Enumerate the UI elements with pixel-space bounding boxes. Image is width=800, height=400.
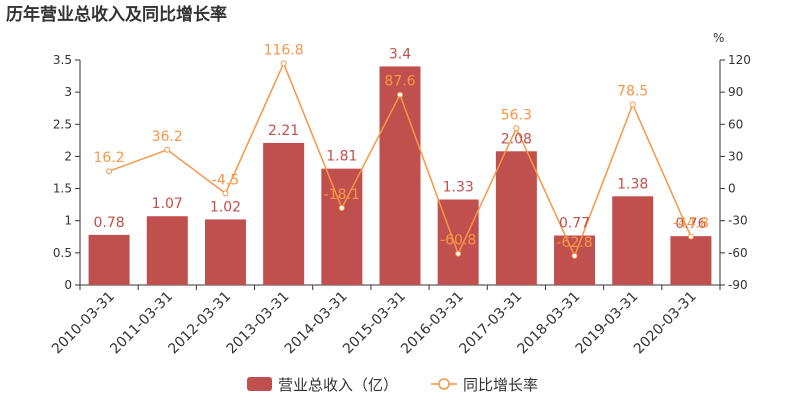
left-tick-label: 1.5 (53, 182, 72, 196)
left-tick-label: 2.5 (53, 117, 72, 131)
left-tick-label: 1 (64, 214, 72, 228)
chart-title: 历年营业总收入及同比增长率 (6, 4, 227, 25)
bar-value-label: 1.02 (210, 199, 241, 215)
bar (379, 66, 421, 285)
left-tick-label: 0 (64, 278, 72, 292)
growth-point (338, 204, 345, 211)
right-axis-unit: % (713, 31, 724, 45)
bar-series (88, 66, 712, 285)
growth-value-label: -44.8 (673, 216, 709, 232)
bar (554, 235, 596, 285)
bar-value-label: 0.78 (94, 215, 125, 231)
growth-value-label: 78.5 (617, 83, 648, 99)
growth-point (629, 101, 636, 108)
growth-value-label: -18.1 (324, 187, 360, 203)
bar (321, 168, 363, 285)
bar-value-label: 1.81 (326, 149, 357, 165)
bar-value-label: 1.33 (443, 180, 474, 196)
growth-point (513, 125, 520, 132)
bar (495, 151, 537, 285)
growth-value-label: -62.8 (556, 235, 592, 251)
bar (204, 219, 246, 285)
data-labels: 0.78 1.07 1.02 2.21 1.81 3.4 1.33 2.08 0.77 1.38 0… (94, 42, 710, 250)
right-tick-label: 0 (728, 182, 736, 196)
right-tick-label: 120 (728, 53, 751, 67)
left-tick-label: 2 (64, 149, 72, 163)
bar (263, 142, 305, 285)
growth-value-label: 16.2 (94, 150, 125, 166)
growth-value-label: 56.3 (501, 107, 532, 123)
bar-value-label: 3.4 (389, 46, 411, 62)
left-tick-label: 3.5 (53, 53, 72, 67)
bar (670, 236, 712, 285)
growth-value-label: -4.5 (212, 172, 239, 188)
bar (437, 199, 479, 285)
x-tick-label: 2020-03-31 (631, 289, 700, 358)
growth-point (397, 91, 403, 98)
line-series (106, 60, 694, 259)
legend-line-marker (438, 378, 450, 390)
legend-line-label: 同比增长率 (463, 376, 538, 394)
bar-value-label: 1.38 (617, 176, 648, 192)
right-tick-label: -90 (728, 278, 748, 292)
right-tick-label: 60 (728, 117, 743, 131)
growth-value-label: 87.6 (384, 74, 415, 90)
bar-value-label: 2.08 (501, 131, 532, 147)
bar (146, 216, 188, 285)
left-tick-label: 3 (64, 85, 72, 99)
bar-value-label: 0.77 (559, 216, 590, 232)
growth-point (687, 233, 694, 240)
bar-value-label: 2.21 (268, 123, 299, 139)
growth-value-label: 36.2 (152, 129, 183, 145)
growth-point (455, 250, 462, 257)
right-tick-label: 30 (728, 149, 743, 163)
right-tick-label: -30 (728, 214, 748, 228)
bar-value-label: 0.76 (675, 216, 706, 232)
growth-point (280, 60, 287, 67)
growth-value-label: 116.8 (264, 42, 304, 58)
bar-value-label: 1.07 (152, 196, 183, 212)
right-tick-label: 90 (728, 85, 743, 99)
growth-point (571, 252, 578, 259)
growth-point (222, 190, 229, 197)
legend: 营业总收入（亿） 同比增长率 (247, 376, 538, 394)
growth-value-label: -60.8 (440, 233, 476, 249)
legend-bar-label: 营业总收入（亿） (278, 376, 398, 394)
bar (88, 234, 130, 285)
growth-point (106, 168, 113, 175)
legend-bar-swatch (247, 377, 272, 391)
right-tick-label: -60 (728, 246, 748, 260)
bar (612, 196, 654, 285)
left-tick-label: 0.5 (53, 246, 72, 260)
growth-point (164, 146, 171, 153)
